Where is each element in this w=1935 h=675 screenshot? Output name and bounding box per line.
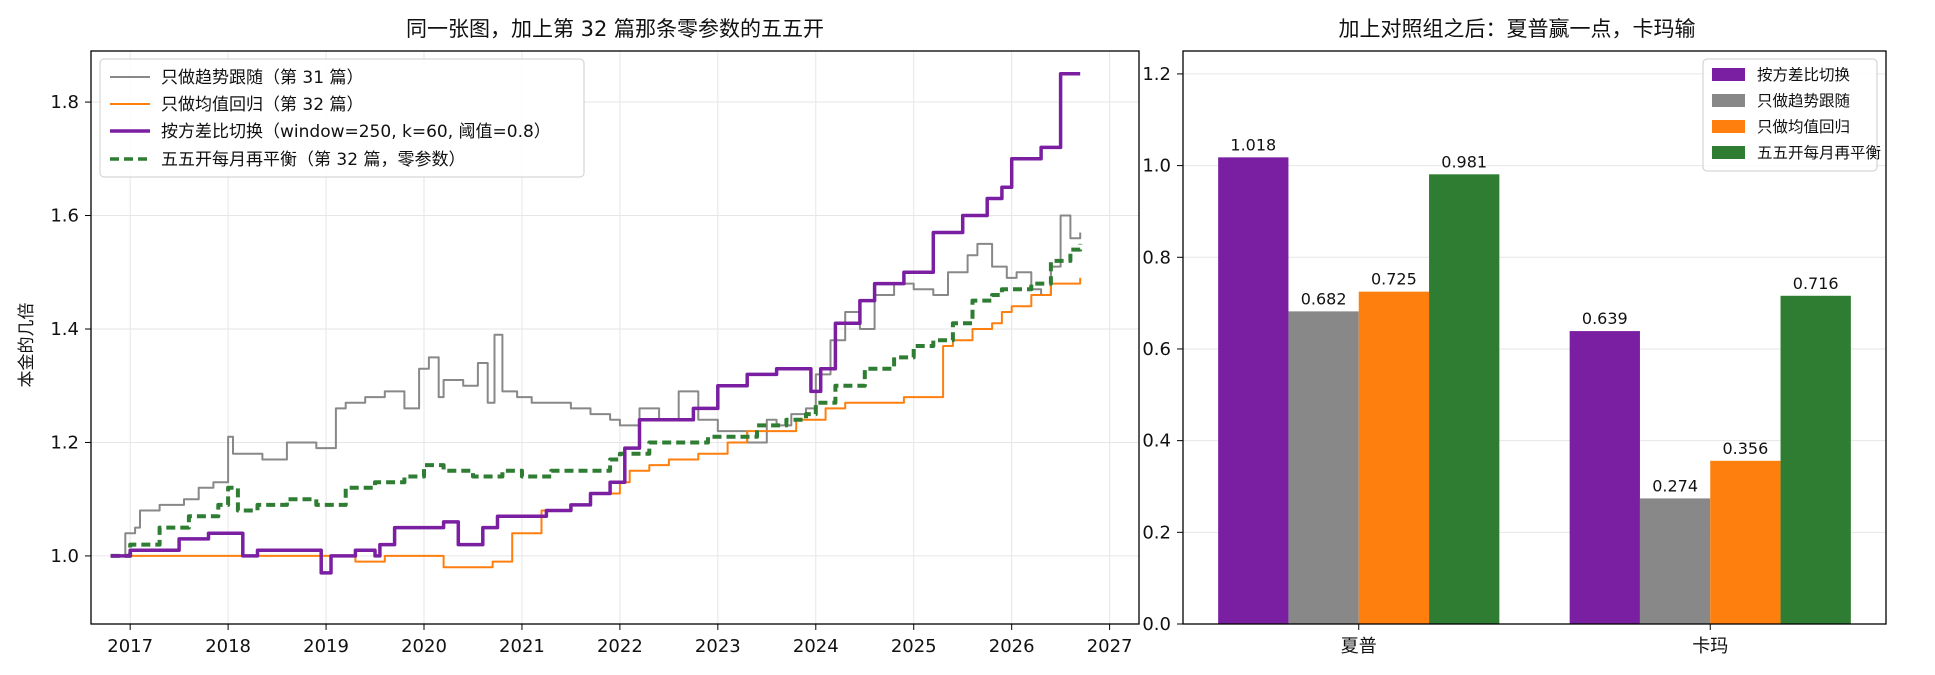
- x-tick-label: 卡玛: [1692, 636, 1728, 657]
- x-tick-label: 2021: [499, 636, 545, 657]
- series-line: [110, 277, 1082, 569]
- bar: [1288, 311, 1359, 624]
- bar-value-label: 0.682: [1301, 289, 1347, 308]
- line-chart-title: 同一张图，加上第 32 篇那条零参数的五五开: [406, 17, 824, 41]
- x-tick-label: 2023: [695, 636, 741, 657]
- series-line: [110, 214, 1082, 557]
- line-chart: 同一张图，加上第 32 篇那条零参数的五五开 本金的几倍 2017 2018 201…: [17, 17, 1140, 657]
- y-tick-label: 1.0: [50, 546, 79, 567]
- bar-value-label: 0.725: [1371, 270, 1417, 289]
- bar-chart-y-ticks: 0.0 0.2 0.4 0.6 0.8 1.0 1.2: [1142, 64, 1183, 635]
- line-chart-legend: 只做趋势跟随（第 31 篇） 只做均值回归（第 32 篇） 按方差比切换（win…: [99, 58, 585, 178]
- y-tick-label: 0.8: [1142, 247, 1171, 268]
- legend-label-switch: 按方差比切换（window=250, k=60, 阈值=0.8）: [161, 122, 551, 142]
- x-tick-label: 2022: [597, 636, 643, 657]
- y-tick-label: 0.4: [1142, 431, 1171, 452]
- bar: [1710, 460, 1781, 624]
- x-tick-label: 2024: [793, 636, 839, 657]
- bar-chart-frame: [1182, 50, 1887, 625]
- x-tick-label: 2019: [303, 636, 349, 657]
- bar: [1429, 174, 1500, 624]
- x-tick-label: 夏普: [1341, 636, 1377, 657]
- y-tick-label: 0.2: [1142, 522, 1171, 543]
- legend-label-trend: 只做趋势跟随: [1757, 92, 1850, 110]
- bar-value-label: 0.716: [1793, 274, 1839, 293]
- x-tick-label: 2017: [107, 636, 153, 657]
- legend-swatch-trend: [1712, 94, 1745, 107]
- y-tick-label: 1.4: [50, 319, 79, 340]
- legend-label-meanrev: 只做均值回归（第 32 篇）: [161, 95, 363, 115]
- bar-value-label: 1.018: [1230, 135, 1276, 154]
- series-line: [110, 243, 1083, 558]
- y-tick-label: 0.6: [1142, 339, 1171, 360]
- bar: [1218, 157, 1289, 624]
- bar: [1780, 295, 1851, 624]
- bar: [1639, 498, 1711, 624]
- y-tick-label: 1.2: [1142, 64, 1171, 85]
- y-tick-label: 0.0: [1142, 614, 1171, 635]
- y-tick-label: 1.8: [50, 92, 79, 113]
- line-chart-ylabel: 本金的几倍: [17, 303, 37, 388]
- bar: [1569, 331, 1640, 624]
- y-tick-label: 1.2: [50, 432, 79, 453]
- x-tick-label: 2018: [205, 636, 251, 657]
- legend-label-trend: 只做趋势跟随（第 31 篇）: [161, 68, 363, 88]
- bar-chart: 加上对照组之后：夏普赢一点，卡玛输 1.018 0.682 0.725 0.981 0.…: [1142, 17, 1887, 657]
- line-chart-y-ticks: 1.0 1.2 1.4 1.6 1.8: [50, 92, 91, 567]
- bar-value-label: 0.981: [1441, 152, 1487, 171]
- legend-swatch-switch: [1712, 68, 1745, 81]
- bar-value-label: 0.356: [1722, 439, 1768, 458]
- line-chart-series: [110, 71, 1083, 575]
- x-tick-label: 2020: [401, 636, 447, 657]
- y-tick-label: 1.0: [1142, 156, 1171, 177]
- series-line: [110, 71, 1081, 575]
- legend-label-meanrev: 只做均值回归: [1757, 118, 1850, 136]
- x-tick-label: 2026: [989, 636, 1035, 657]
- bar-chart-bars: 1.018 0.682 0.725 0.981 0.639 0.274 0.356 0.716: [1218, 135, 1851, 624]
- bar-chart-title: 加上对照组之后：夏普赢一点，卡玛输: [1339, 17, 1696, 41]
- line-chart-frame: [90, 50, 1140, 625]
- legend-label-5050: 五五开每月再平衡: [1757, 144, 1881, 162]
- legend-label-switch: 按方差比切换: [1757, 66, 1851, 84]
- legend-label-5050: 五五开每月再平衡（第 32 篇，零参数）: [161, 150, 465, 170]
- x-tick-label: 2025: [891, 636, 937, 657]
- x-tick-label: 2027: [1087, 636, 1133, 657]
- bar-chart-x-ticks: 夏普 卡玛: [1341, 624, 1728, 657]
- y-tick-label: 1.6: [50, 206, 79, 227]
- legend-swatch-meanrev: [1712, 120, 1745, 133]
- line-chart-x-ticks: 2017 2018 2019 2020 2021 2022 2023 2024 2025 2026…: [107, 624, 1133, 657]
- bar-value-label: 0.639: [1582, 309, 1628, 328]
- bar-value-label: 0.274: [1652, 476, 1698, 495]
- bar-chart-legend: 按方差比切换 只做趋势跟随 只做均值回归 五五开每月再平衡: [1702, 58, 1881, 172]
- bar: [1358, 291, 1430, 624]
- legend-swatch-5050: [1712, 146, 1745, 159]
